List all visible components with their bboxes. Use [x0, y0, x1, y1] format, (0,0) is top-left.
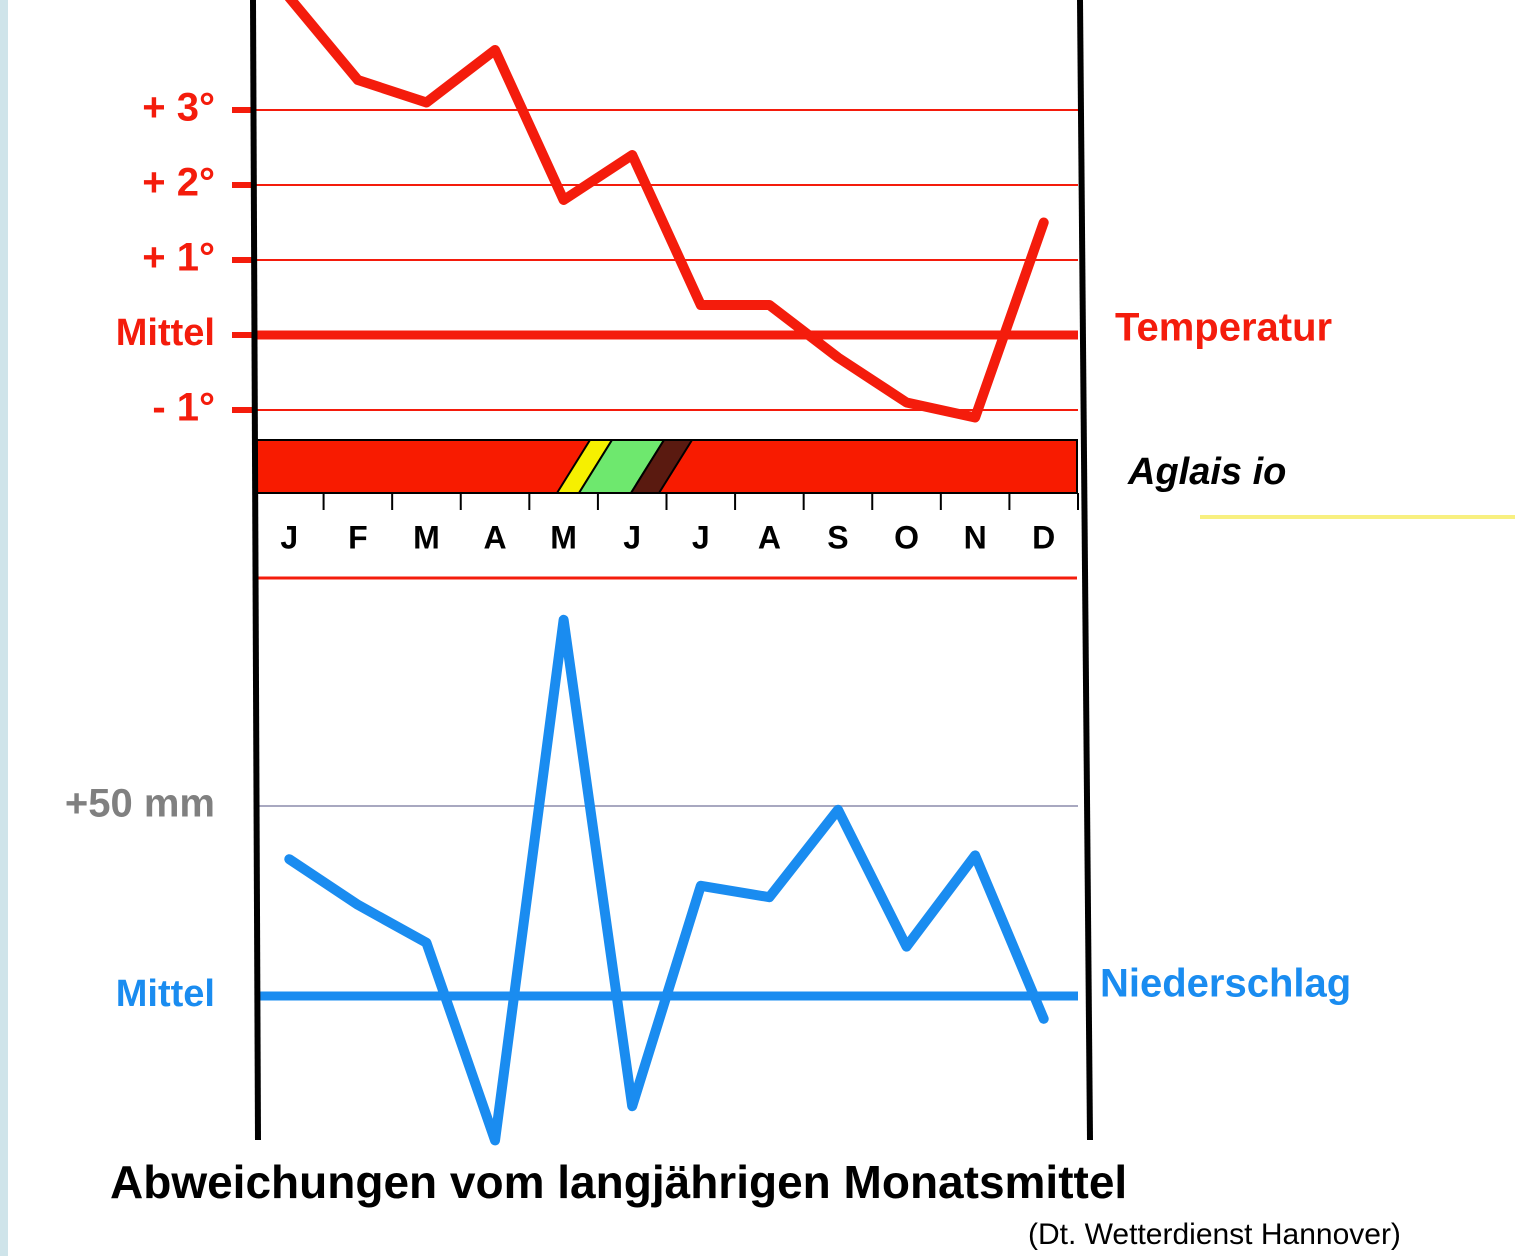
left-border	[0, 0, 8, 1256]
y-tick-label: + 2°	[142, 161, 215, 205]
y-tick-label: Mittel	[116, 973, 215, 1015]
plots: J F M A M J J A S O N D + 3° + 2° + 1° Mittel - 1° Temper…	[65, 0, 1351, 1146]
frame-line	[250, 0, 261, 1141]
x-tick-label: F	[348, 519, 368, 555]
data-line	[284, 0, 1049, 423]
y-tick-label: - 1°	[152, 386, 215, 430]
x-tick-label: M	[413, 519, 440, 555]
y-tick-label: +50 mm	[65, 782, 215, 826]
x-tick-label: A	[758, 519, 781, 555]
x-tick-label: J	[623, 519, 641, 555]
series-label: Niederschlag	[1100, 962, 1351, 1006]
y-tick-label: + 3°	[142, 86, 215, 130]
y-tick-label: Mittel	[116, 312, 215, 354]
x-tick-label: N	[964, 519, 987, 555]
x-tick-label: S	[827, 519, 848, 555]
chart-title: Abweichungen vom langjährigen Monatsmitt…	[110, 1156, 1127, 1208]
x-tick-label: J	[280, 519, 298, 555]
y-tick-label: + 1°	[142, 236, 215, 280]
source: (Dt. Wetterdienst Hannover)	[1028, 1218, 1401, 1251]
x-tick-label: O	[894, 519, 919, 555]
data-line	[284, 614, 1049, 1146]
series-label: Temperatur	[1115, 306, 1332, 350]
band-label: Aglais io	[1127, 451, 1286, 493]
frame-line	[1077, 0, 1093, 1141]
x-tick-label: M	[550, 519, 577, 555]
x-tick-label: D	[1032, 519, 1055, 555]
x-tick-label: J	[692, 519, 710, 555]
x-tick-label: A	[483, 519, 506, 555]
